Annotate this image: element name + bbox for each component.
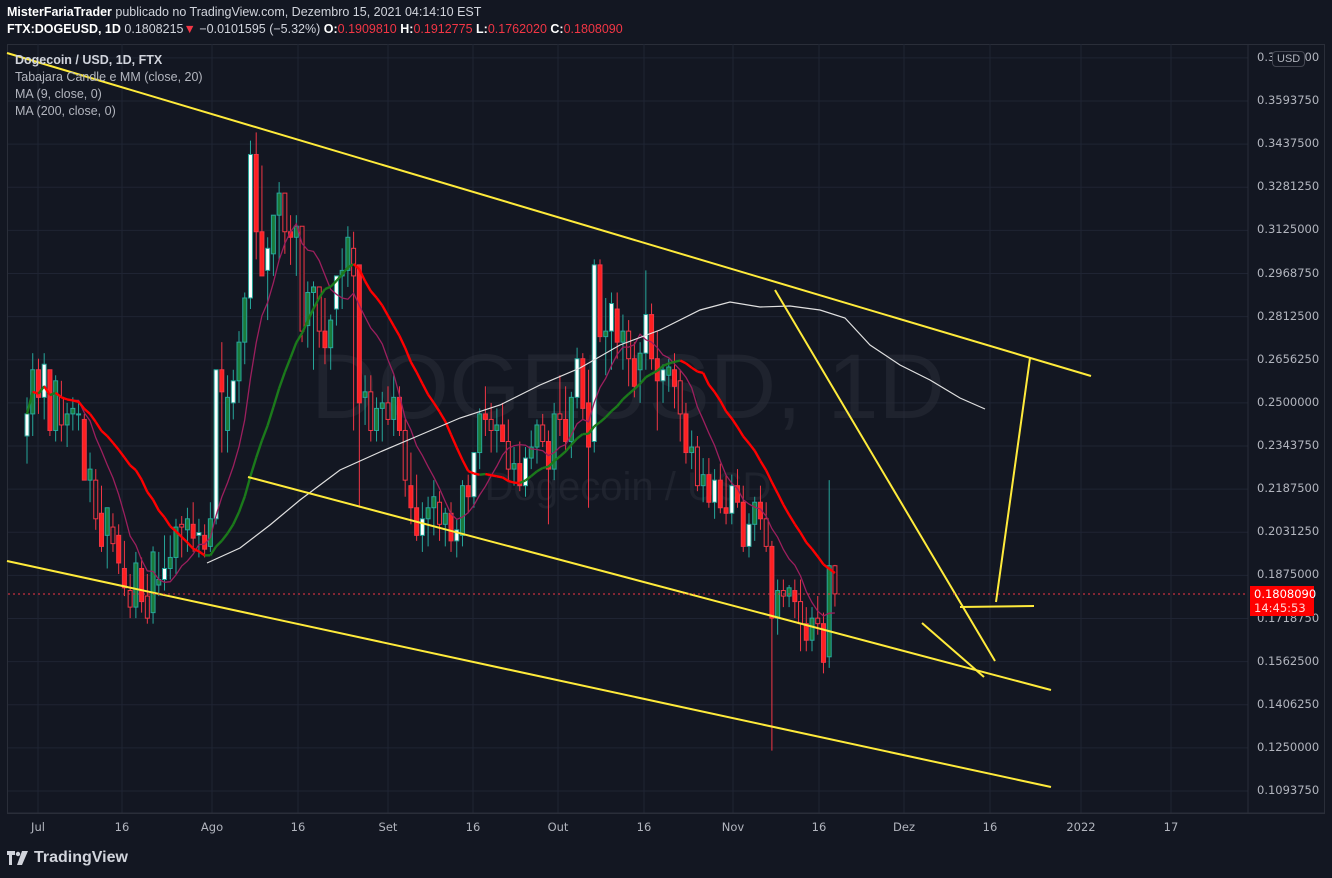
time-tick-label: 2022 xyxy=(1066,820,1096,834)
open-value: 0.1909810 xyxy=(337,22,397,36)
current-price-tag: 0.1808090 14:45:53 xyxy=(1250,586,1317,616)
current-price-value: 0.1808090 xyxy=(1254,587,1317,601)
symbol-info: FTX:DOGEUSD, 1D 0.1808215▼ −0.0101595 (−… xyxy=(7,22,623,36)
trendline-2[interactable] xyxy=(6,560,1052,788)
tradingview-logo-icon xyxy=(7,851,28,865)
legend-title[interactable]: Dogecoin / USD, 1D, FTX xyxy=(15,53,163,67)
published-text: publicado no TradingView.com, Dezembro 1… xyxy=(115,5,482,19)
price-change: −0.0101595 (−5.32%) xyxy=(199,22,321,36)
price-tick-label: 0.1406250 xyxy=(1257,696,1320,711)
price-tick-label: 0.1093750 xyxy=(1257,783,1320,797)
trendline-0[interactable] xyxy=(6,52,1092,377)
time-tick-label: Dez xyxy=(893,820,915,834)
time-tick-label: Out xyxy=(547,820,569,834)
time-tick-label: Set xyxy=(378,820,398,834)
time-tick-label: 16 xyxy=(465,820,481,834)
currency-button[interactable]: USD xyxy=(1272,51,1306,67)
price-tick-label: 0.1562500 xyxy=(1257,653,1320,668)
author-name[interactable]: MisterFariaTrader xyxy=(7,5,112,19)
symbol-label: FTX:DOGEUSD, 1D xyxy=(7,22,121,36)
price-tick-label: 0.3281250 xyxy=(1257,179,1320,194)
time-tick-label: 16 xyxy=(811,820,827,834)
svg-text:Dogecoin / USD: Dogecoin / USD xyxy=(485,465,772,509)
trendline-4[interactable] xyxy=(921,622,985,678)
price-tick-label: 0.3593750 xyxy=(1257,93,1320,107)
trendline-1[interactable] xyxy=(247,476,1052,691)
low-value: 0.1762020 xyxy=(487,22,547,36)
close-value: 0.1808090 xyxy=(563,22,623,36)
time-tick-label: 16 xyxy=(114,820,130,834)
chart-grid xyxy=(8,44,1248,813)
price-tick-label: 0.3437500 xyxy=(1257,136,1320,151)
price-tick-label: 0.2343750 xyxy=(1257,438,1320,452)
trendline-6[interactable] xyxy=(995,357,1031,603)
high-label: H: xyxy=(400,22,414,36)
price-tick-label: 0.2187500 xyxy=(1257,481,1320,496)
moving-averages xyxy=(25,222,986,617)
trendlines[interactable] xyxy=(6,52,1092,788)
tradingview-logo[interactable]: TradingView xyxy=(7,849,128,867)
close-label: C: xyxy=(550,22,564,36)
legend-item-ma200[interactable]: MA (200, close, 0) xyxy=(15,104,116,118)
brand-name: TradingView xyxy=(34,849,128,866)
time-tick-label: 16 xyxy=(636,820,652,834)
price-tick-label: 0.2968750 xyxy=(1257,265,1320,280)
low-label: L: xyxy=(476,22,488,36)
price-tick-label: 0.3125000 xyxy=(1257,222,1320,237)
chart-legend: Dogecoin / USD, 1D, FTX Tabajara Candle … xyxy=(15,52,203,120)
time-tick-label: 16 xyxy=(982,820,998,834)
price-tick-label: 0.1875000 xyxy=(1257,567,1320,582)
time-tick-label: Jul xyxy=(31,820,45,834)
last-price: 0.1808215 xyxy=(124,22,184,36)
trendline-5[interactable] xyxy=(959,605,1035,608)
price-tick-label: 0.2812500 xyxy=(1257,308,1320,323)
time-tick-label: Nov xyxy=(721,820,745,834)
legend-item-ma9[interactable]: MA (9, close, 0) xyxy=(15,87,102,101)
legend-item-tabajara[interactable]: Tabajara Candle e MM (close, 20) xyxy=(15,70,203,84)
down-arrow-icon: ▼ xyxy=(183,22,196,36)
time-tick-label: 16 xyxy=(290,820,306,834)
open-label: O: xyxy=(323,22,338,36)
trendline-3[interactable] xyxy=(774,289,996,662)
price-tick-label: 0.1250000 xyxy=(1257,739,1320,754)
price-tick-label: 0.2031250 xyxy=(1257,524,1320,539)
bar-countdown: 14:45:53 xyxy=(1254,601,1306,615)
publish-info: MisterFariaTrader publicado no TradingVi… xyxy=(7,5,481,19)
candlesticks xyxy=(24,132,838,751)
high-value: 0.1912775 xyxy=(413,22,473,36)
time-tick-label: Ago xyxy=(200,820,224,834)
price-tick-label: 0.2500000 xyxy=(1257,394,1320,409)
time-tick-label: 17 xyxy=(1163,820,1179,834)
price-tick-label: 0.2656250 xyxy=(1257,351,1320,366)
